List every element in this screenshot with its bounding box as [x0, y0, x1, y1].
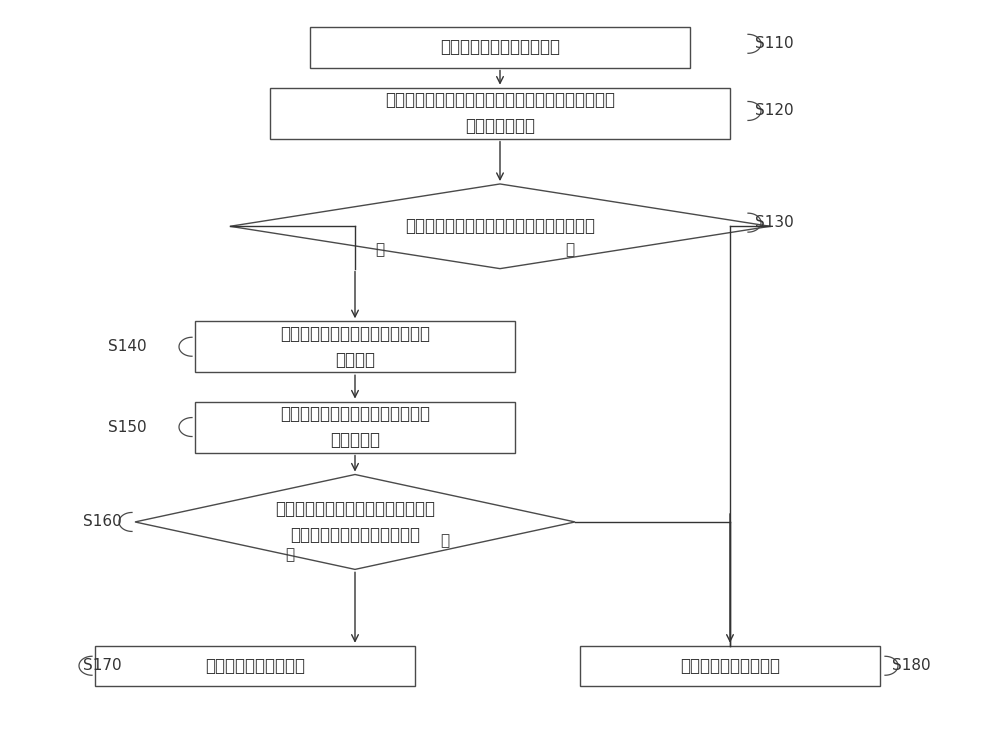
- Text: S170: S170: [83, 658, 122, 673]
- Text: S110: S110: [755, 36, 794, 51]
- Text: 否: 否: [375, 242, 384, 257]
- Text: S140: S140: [108, 339, 147, 354]
- Text: 获取输电线路上的绝缘子表面的放
电光子数: 获取输电线路上的绝缘子表面的放 电光子数: [280, 325, 430, 369]
- Bar: [195, 402, 515, 453]
- Bar: [195, 321, 515, 372]
- Text: 是: 是: [440, 533, 449, 548]
- Text: S160: S160: [83, 515, 122, 529]
- Text: 测量输电线路上的结冰厚度: 测量输电线路上的结冰厚度: [440, 39, 560, 56]
- Text: S120: S120: [755, 104, 794, 118]
- Bar: [270, 88, 730, 139]
- Text: 是: 是: [565, 242, 574, 257]
- Bar: [310, 27, 690, 67]
- Text: 判断放电光子数是否大于第二阈值，
且光斑面积是否大于第三阈值: 判断放电光子数是否大于第二阈值， 且光斑面积是否大于第三阈值: [275, 500, 435, 544]
- Text: S180: S180: [892, 658, 931, 673]
- Text: 实时判断输电线路上的绝缘子是否出现电弧: 实时判断输电线路上的绝缘子是否出现电弧: [405, 218, 595, 235]
- Text: 控制融冰装置继续融冰: 控制融冰装置继续融冰: [205, 657, 305, 675]
- Text: S130: S130: [755, 215, 794, 230]
- Text: 根据结冰厚度大于第一阈值，启动直流融冰装置对输
电线路进行融冰: 根据结冰厚度大于第一阈值，启动直流融冰装置对输 电线路进行融冰: [385, 91, 615, 135]
- Text: 控制融冰装置停止融冰: 控制融冰装置停止融冰: [680, 657, 780, 675]
- Polygon shape: [135, 474, 575, 569]
- Bar: [95, 646, 415, 686]
- Polygon shape: [230, 184, 770, 269]
- Text: S150: S150: [108, 420, 147, 434]
- Text: 根据放电光子数计算出绝缘子表面
的光斑面积: 根据放电光子数计算出绝缘子表面 的光斑面积: [280, 405, 430, 449]
- Bar: [580, 646, 880, 686]
- Text: 否: 否: [285, 548, 294, 562]
